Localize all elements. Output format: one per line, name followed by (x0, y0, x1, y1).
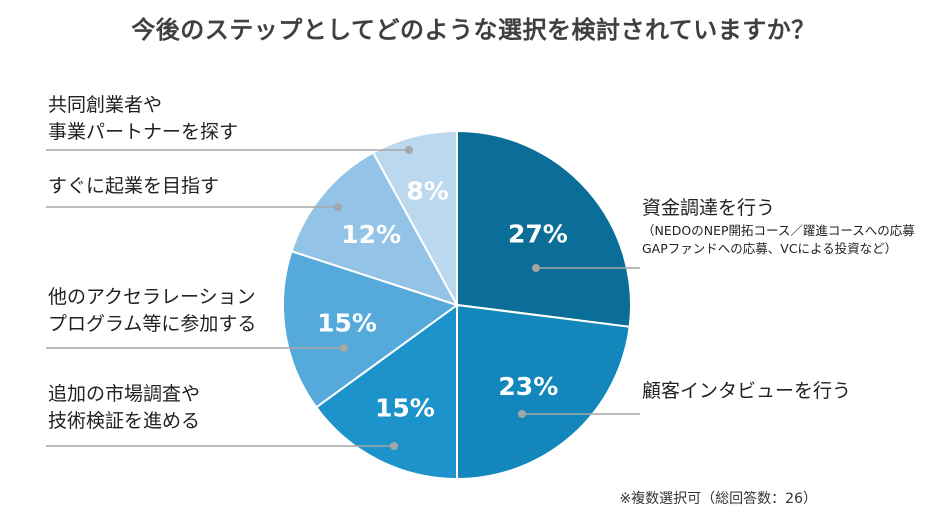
slice-percent-label: 27% (508, 220, 568, 249)
slice-percent-label: 23% (498, 372, 558, 401)
slice-sub-label: GAPファンドへの応募、VCによる投資など） (642, 241, 897, 256)
leader-dot (518, 410, 526, 418)
pie-slice (371, 129, 458, 306)
slice-percent-label: 8% (406, 176, 448, 205)
pie-slice (314, 303, 458, 481)
slice-category-label: 共同創業者や (48, 94, 162, 116)
leader-dot (340, 344, 348, 352)
slice-percent-label: 15% (375, 393, 435, 422)
slice-category-label: 資金調達を行う (642, 197, 775, 219)
slice-category-label: プログラム等に参加する (48, 313, 256, 335)
slice-percent-label: 15% (317, 308, 377, 337)
slice-category-label: 顧客インタビューを行う (642, 380, 851, 402)
pie-slice (282, 249, 460, 409)
pie-slice (456, 129, 632, 328)
slice-category-label: 事業パートナーを探す (48, 121, 238, 143)
footnote: ※複数選択可（総回答数：26） (619, 491, 817, 507)
leader-dot (390, 442, 398, 450)
slice-category-label: すぐに起業を目指す (48, 175, 219, 197)
leader-dot (334, 203, 342, 211)
pie-slice (290, 151, 460, 307)
leader-dot (405, 146, 413, 154)
slice-sub-label: （NEDOのNEP開拓コース／躍進コースへの応募 (642, 223, 915, 238)
slice-percent-label: 12% (341, 220, 401, 249)
slice-category-label: 追加の市場調査や (48, 383, 200, 405)
slice-category-label: 他のアクセラレーション (48, 286, 256, 308)
leader-dot (532, 264, 540, 272)
slice-category-label: 技術検証を進める (48, 410, 200, 432)
pie-slice (456, 303, 631, 481)
chart-title: 今後のステップとしてどのような選択を検討されていますか？ (131, 16, 816, 44)
